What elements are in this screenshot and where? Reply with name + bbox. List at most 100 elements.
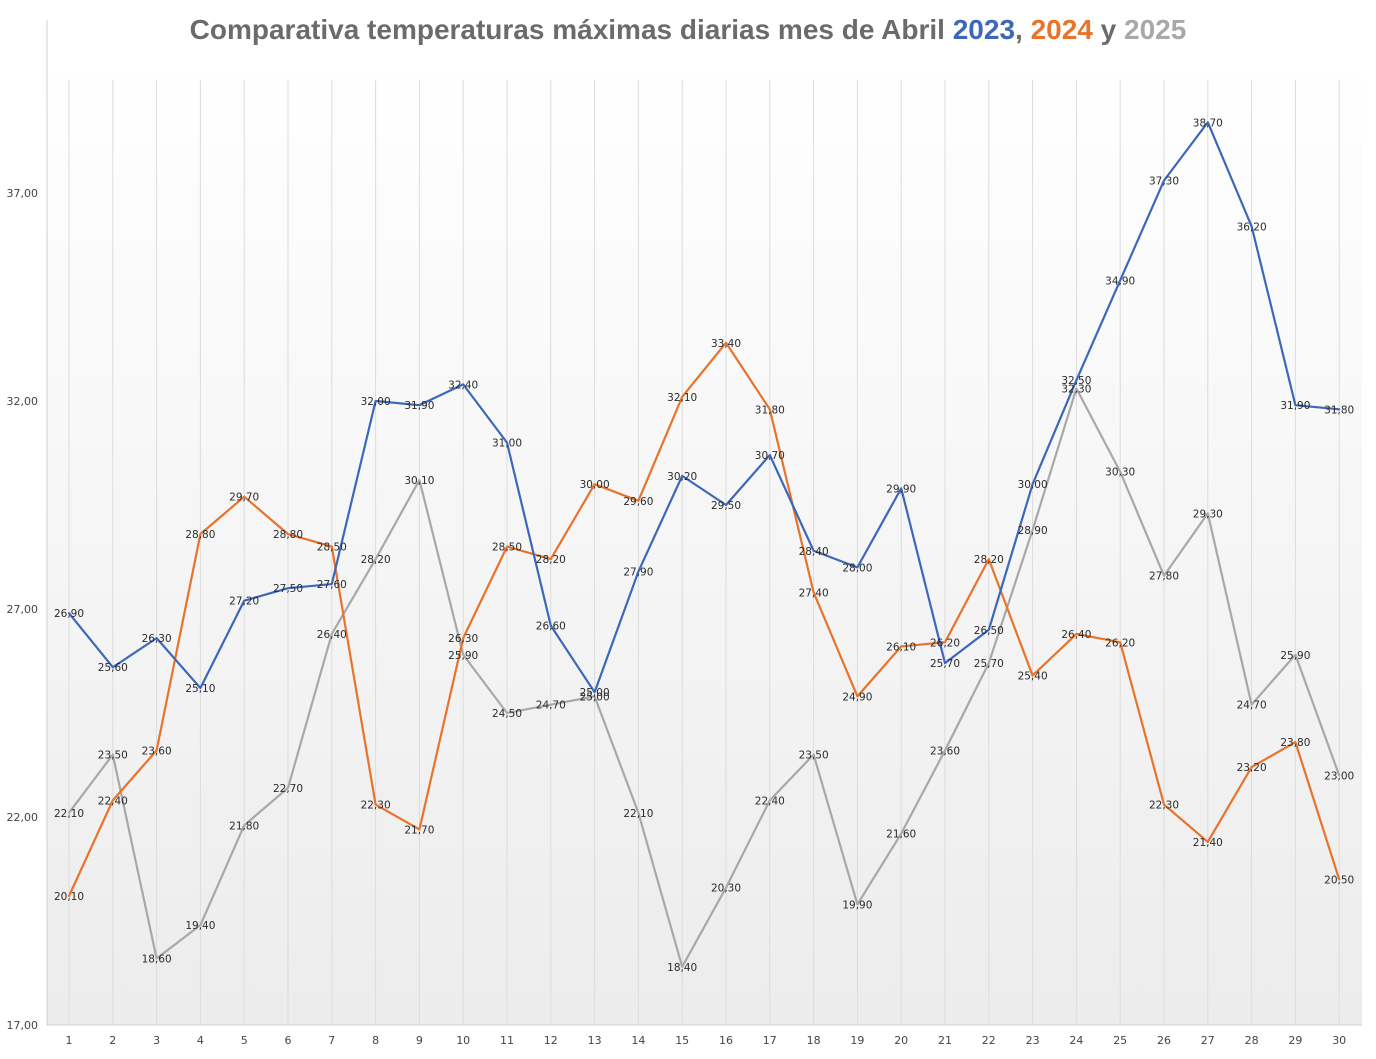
data-label-2025: 18,60 bbox=[142, 953, 172, 965]
data-label-2024: 23,60 bbox=[142, 745, 172, 757]
x-tick-label: 23 bbox=[1026, 1034, 1040, 1047]
data-label-2025: 32,30 bbox=[1061, 384, 1091, 396]
title-sep-comma: , bbox=[1015, 14, 1023, 45]
plot-area bbox=[47, 60, 1362, 1025]
data-label-2024: 26,20 bbox=[1105, 637, 1135, 649]
data-label-2024: 28,50 bbox=[317, 542, 347, 554]
x-tick-label: 9 bbox=[416, 1034, 423, 1047]
data-label-2023: 31,90 bbox=[1280, 400, 1310, 412]
title-sep-y: y bbox=[1100, 14, 1117, 45]
data-label-2023: 32,40 bbox=[448, 379, 478, 391]
y-tick-label: 27,00 bbox=[7, 603, 39, 616]
title-prefix: Comparativa temperaturas máximas diarias… bbox=[189, 14, 945, 45]
data-label-2024: 29,70 bbox=[229, 492, 259, 504]
x-tick-label: 14 bbox=[631, 1034, 645, 1047]
data-label-2023: 29,90 bbox=[886, 483, 916, 495]
data-label-2024: 26,30 bbox=[448, 633, 478, 645]
data-label-2025: 30,30 bbox=[1105, 467, 1135, 479]
data-label-2023: 36,20 bbox=[1237, 221, 1267, 233]
x-tick-label: 8 bbox=[372, 1034, 379, 1047]
x-tick-label: 6 bbox=[285, 1034, 292, 1047]
x-tick-label: 26 bbox=[1157, 1034, 1171, 1047]
data-label-2023: 26,50 bbox=[974, 625, 1004, 637]
data-label-2023: 28,00 bbox=[842, 562, 872, 574]
y-tick-label: 22,00 bbox=[7, 811, 39, 824]
data-label-2025: 23,50 bbox=[98, 750, 128, 762]
data-label-2025: 18,40 bbox=[667, 962, 697, 974]
data-label-2023: 25,00 bbox=[580, 687, 610, 699]
x-tick-label: 4 bbox=[197, 1034, 204, 1047]
series-line-2023 bbox=[67, 121, 1341, 694]
data-label-2024: 23,20 bbox=[1237, 762, 1267, 774]
data-label-2025: 28,20 bbox=[361, 554, 391, 566]
data-label-2025: 22,70 bbox=[273, 783, 303, 795]
x-tick-label: 22 bbox=[982, 1034, 996, 1047]
data-label-2025: 22,10 bbox=[623, 808, 653, 820]
x-tick-label: 2 bbox=[109, 1034, 116, 1047]
data-label-2023: 26,90 bbox=[54, 608, 84, 620]
data-label-2024: 26,10 bbox=[886, 641, 916, 653]
x-tick-label: 24 bbox=[1069, 1034, 1083, 1047]
data-label-2023: 25,70 bbox=[930, 658, 960, 670]
y-tick-label: 17,00 bbox=[7, 1019, 39, 1032]
data-label-2025: 25,00 bbox=[580, 691, 610, 703]
data-label-2024: 21,40 bbox=[1193, 837, 1223, 849]
data-label-2024: 26,40 bbox=[1061, 629, 1091, 641]
data-label-2024: 29,60 bbox=[623, 496, 653, 508]
data-label-2025: 30,10 bbox=[404, 475, 434, 487]
data-label-2025: 25,90 bbox=[448, 650, 478, 662]
data-label-2025: 26,40 bbox=[317, 629, 347, 641]
x-tick-label: 15 bbox=[675, 1034, 689, 1047]
data-label-2024: 28,20 bbox=[974, 554, 1004, 566]
x-tick-label: 1 bbox=[66, 1034, 73, 1047]
data-label-2023: 26,30 bbox=[142, 633, 172, 645]
y-tick-label: 32,00 bbox=[7, 395, 39, 408]
data-label-2024: 20,50 bbox=[1324, 874, 1354, 886]
x-tick-label: 30 bbox=[1332, 1034, 1346, 1047]
data-label-2024: 22,40 bbox=[98, 795, 128, 807]
data-label-2023: 37,30 bbox=[1149, 176, 1179, 188]
x-tick-label: 11 bbox=[500, 1034, 514, 1047]
data-label-2024: 31,80 bbox=[755, 404, 785, 416]
x-tick-label: 5 bbox=[241, 1034, 248, 1047]
data-label-2023: 28,40 bbox=[799, 546, 829, 558]
data-label-2024: 28,80 bbox=[273, 529, 303, 541]
data-label-2024: 22,30 bbox=[1149, 800, 1179, 812]
title-year-2024: 2024 bbox=[1030, 14, 1093, 45]
data-label-2024: 26,20 bbox=[930, 637, 960, 649]
x-tick-label: 12 bbox=[544, 1034, 558, 1047]
data-label-2025: 24,70 bbox=[1237, 700, 1267, 712]
y-tick-label: 37,00 bbox=[7, 187, 39, 200]
data-label-2023: 30,20 bbox=[667, 471, 697, 483]
data-label-2023: 32,00 bbox=[361, 396, 391, 408]
data-label-2023: 29,50 bbox=[711, 500, 741, 512]
data-label-2025: 23,60 bbox=[930, 745, 960, 757]
data-label-2023: 31,90 bbox=[404, 400, 434, 412]
data-label-2024: 33,40 bbox=[711, 338, 741, 350]
x-tick-label: 20 bbox=[894, 1034, 908, 1047]
data-label-2023: 25,60 bbox=[98, 662, 128, 674]
data-label-2024: 20,10 bbox=[54, 891, 84, 903]
data-label-2025: 22,40 bbox=[755, 795, 785, 807]
data-label-2024: 24,90 bbox=[842, 691, 872, 703]
x-tick-label: 25 bbox=[1113, 1034, 1127, 1047]
data-label-2025: 25,70 bbox=[974, 658, 1004, 670]
x-tick-label: 21 bbox=[938, 1034, 952, 1047]
x-tick-label: 28 bbox=[1245, 1034, 1259, 1047]
x-tick-label: 27 bbox=[1201, 1034, 1215, 1047]
data-label-2024: 22,30 bbox=[361, 800, 391, 812]
data-label-2025: 20,30 bbox=[711, 883, 741, 895]
data-label-2023: 30,70 bbox=[755, 450, 785, 462]
x-tick-label: 7 bbox=[328, 1034, 335, 1047]
data-label-2025: 24,70 bbox=[536, 700, 566, 712]
data-label-2024: 28,50 bbox=[492, 542, 522, 554]
data-label-2024: 23,80 bbox=[1280, 737, 1310, 749]
series-line-2025 bbox=[67, 387, 1341, 968]
data-label-2023: 32,50 bbox=[1061, 375, 1091, 387]
chart-title: Comparativa temperaturas máximas diarias… bbox=[0, 14, 1376, 46]
data-label-2023: 38,70 bbox=[1193, 117, 1223, 129]
data-label-2025: 28,90 bbox=[1018, 525, 1048, 537]
data-label-2025: 27,80 bbox=[1149, 571, 1179, 583]
data-label-2024: 30,00 bbox=[580, 479, 610, 491]
